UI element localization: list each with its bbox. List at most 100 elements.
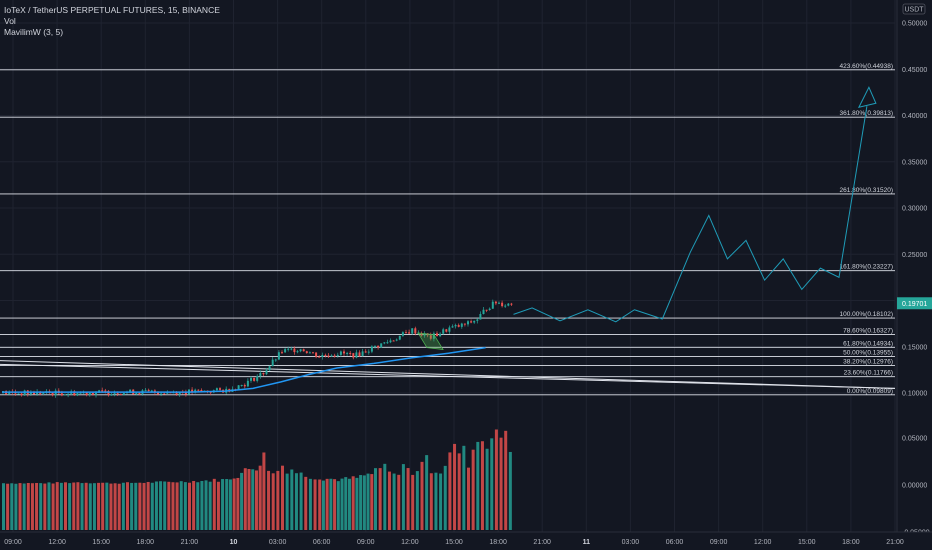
candle-body [467,321,469,325]
candle-body [284,349,287,353]
volume-bar [80,483,84,530]
volume-bar [121,482,125,530]
time-tick-label: 12:00 [401,539,419,546]
volume-bar [97,482,101,530]
candle-body [166,392,169,394]
candle-body [312,352,314,354]
fib-level-label: 78.60%(0.16327) [843,327,893,334]
candle-body [129,389,132,393]
time-tick-label: 10 [230,539,238,546]
candle-body [436,333,438,337]
candle-body [352,353,355,358]
volume-bar [325,478,329,530]
currency-label[interactable]: USDT [904,7,924,14]
volume-bar [142,482,146,530]
volume-bar [59,482,63,530]
candle-body [355,352,358,358]
projection-line [513,106,868,323]
candle-body [315,352,318,357]
volume-bar [359,475,363,530]
currency-badge[interactable] [902,3,926,15]
volume-bar [476,441,480,530]
volume-bar [72,482,76,530]
candle-body [491,301,494,309]
candle-body [51,392,54,396]
volume-bar [467,467,470,530]
candle-body [504,305,507,307]
volume-bar [504,430,508,530]
time-tick-label: 09:00 [357,539,375,546]
time-axis[interactable]: 09:00 12:00 15:00 18:00 21:00 10 03:00 06:00 09:… [0,531,932,550]
volume-bar [508,451,512,530]
volume-bar [39,483,43,530]
volume-tick-label: 0.00000 [902,483,927,490]
candle-body [67,393,70,395]
candle-body [463,323,466,325]
volume-bar [126,482,129,530]
candle-body [138,393,141,395]
candle-body [349,352,352,354]
time-tick-label: 09:00 [4,539,22,546]
volume-bar [146,481,150,530]
candle-body [494,301,497,304]
volume-bar [285,473,289,530]
fib-level-label: 23.60%(0.11766) [844,370,893,377]
volume-bar [92,483,96,530]
candle-body [479,314,482,320]
candle-body [122,393,125,395]
candle-body [250,377,252,381]
volume-bar [351,476,355,530]
price-axis[interactable]: 0.50000 0.45000 0.40000 0.35000 0.30000 0.250… [896,0,932,537]
candle-body [160,393,163,395]
candle-body [178,391,181,395]
candle-body [200,389,203,392]
candle-body [411,328,414,334]
projection-path[interactable] [417,86,877,351]
candle-body [432,333,435,339]
candle-body [405,332,407,334]
volume-bar [366,473,370,530]
candle-body [215,388,218,391]
volume-bar [271,473,275,530]
candle-body [364,351,367,353]
candle-body [346,352,349,354]
candle-body [243,384,246,387]
candle-body [333,355,336,357]
volume-bar [480,441,484,530]
time-tick-label: 12:00 [754,539,772,546]
volume-bar [392,473,396,530]
candle-body [8,391,11,395]
volume-bar [22,483,26,530]
volume-bar [30,483,34,530]
time-tick-label: 11 [583,539,591,546]
volume-bar [415,471,419,530]
candle-body [501,302,504,307]
candle-body [367,351,370,353]
candle-body [510,303,513,305]
candle-body [277,352,280,360]
volume-bar [6,483,10,530]
candle-body [64,394,66,396]
volume-bar [183,482,187,530]
volume-bar [150,482,154,530]
time-tick-label: 06:00 [666,539,684,546]
fib-level-label: 50.00%(0.13955) [843,349,893,356]
candle-body [147,389,150,391]
time-tick-label: 12:00 [48,539,66,546]
volume-bar [411,474,415,530]
volume-bar [406,468,410,530]
candle-body [287,348,290,350]
time-tick-label: 15:00 [92,539,110,546]
candle-body [119,394,122,396]
candle-body [395,339,398,341]
fib-level-label: 61.80%(0.14934) [843,340,893,347]
fibonacci-extension[interactable]: 0.00%(0.09809) 23.60%(0.11766) 38.20%(0.12… [0,63,896,396]
volume-bar [457,453,461,530]
candle-body [88,392,91,396]
candle-body [42,392,45,394]
candle-body [327,355,330,357]
candle-body [163,393,166,395]
candle-body [14,392,17,394]
candle-body [113,393,116,395]
